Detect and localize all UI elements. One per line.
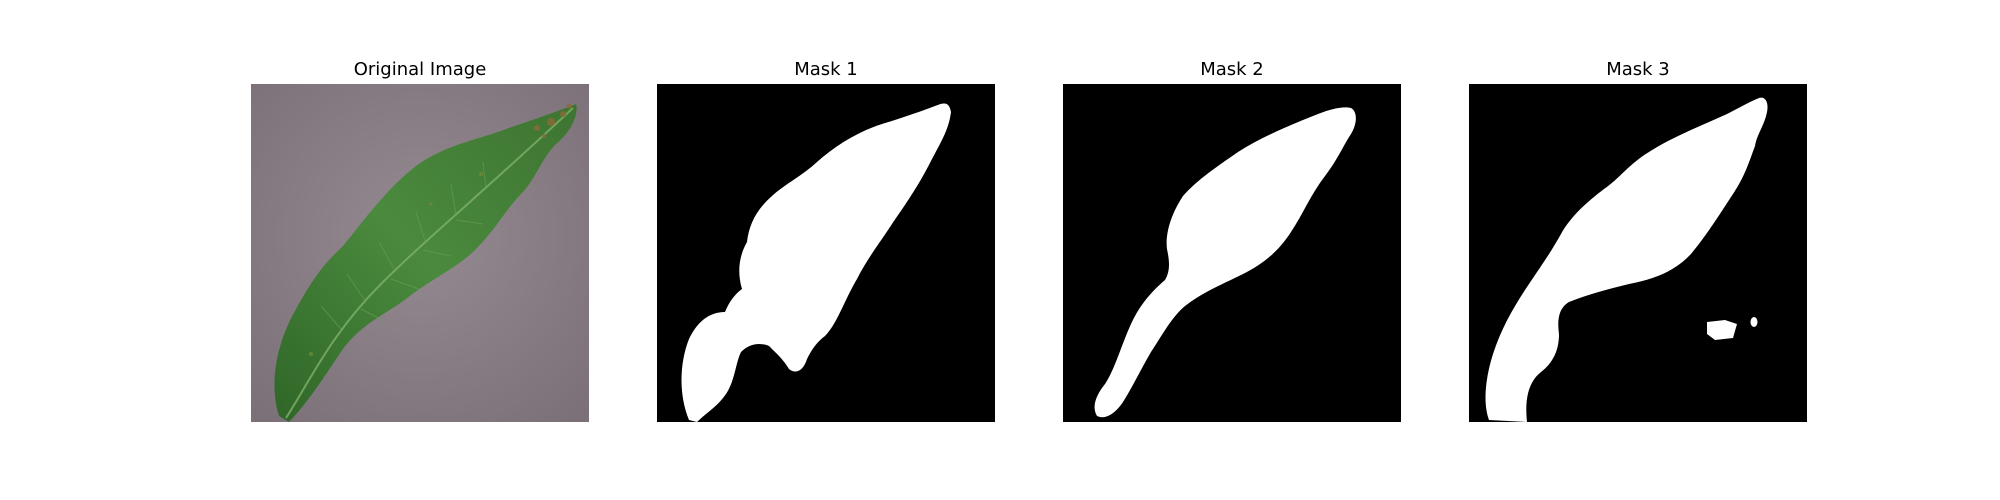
mask-2-image — [1063, 84, 1401, 422]
panel-title-mask-1: Mask 1 — [794, 59, 858, 80]
original-leaf-photo — [251, 84, 589, 422]
panel-title-mask-2: Mask 2 — [1200, 59, 1264, 80]
mask-3-image — [1469, 84, 1807, 422]
mask-1-image — [657, 84, 995, 422]
panel-title-original: Original Image — [353, 59, 487, 80]
panel-title-mask-3: Mask 3 — [1606, 59, 1670, 80]
